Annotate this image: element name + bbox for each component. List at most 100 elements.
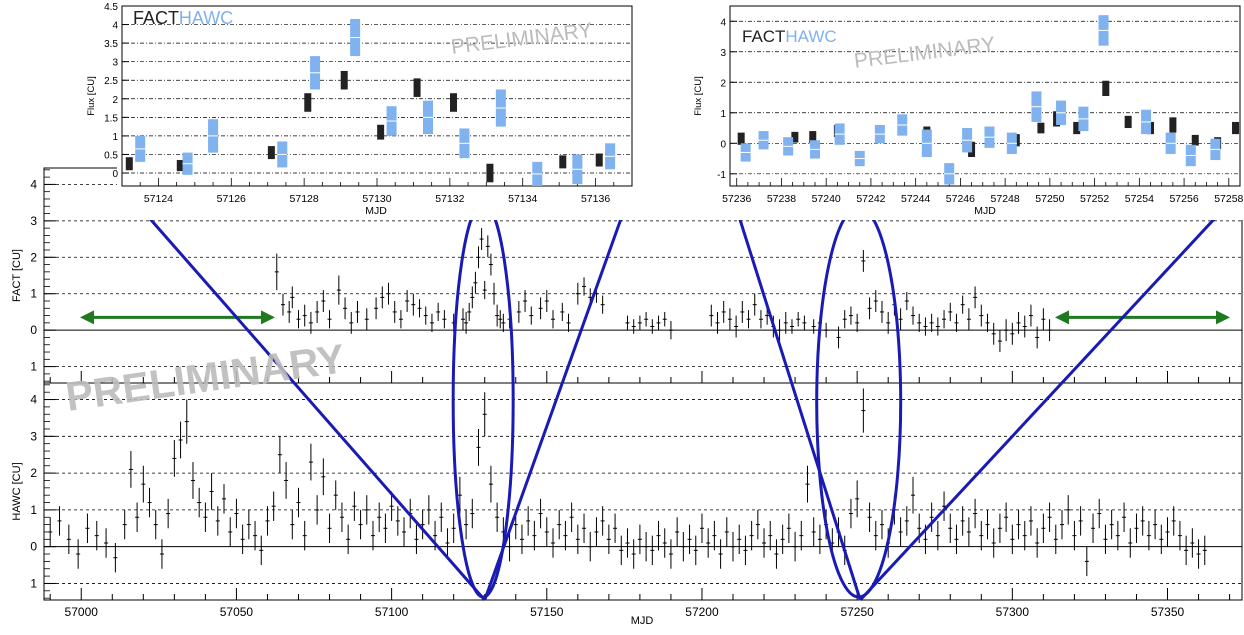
hawc-main-point <box>911 476 916 514</box>
inset-right-frame <box>729 5 1241 187</box>
inset-right-ytick-label: 1 <box>720 109 726 120</box>
inset-right-xtick-label: 57254 <box>1125 193 1154 205</box>
hawc-main-point <box>1041 513 1046 543</box>
range-arrow-head-right <box>261 310 275 325</box>
hawc-main-point <box>197 487 202 518</box>
fact-main-point <box>911 306 916 325</box>
hawc-main-ytick-label: 2 <box>30 466 37 480</box>
hawc-main-point <box>1004 502 1009 532</box>
hawc-main-point <box>172 440 177 477</box>
fact-main-point <box>473 271 478 294</box>
hawc-main-point <box>557 509 562 540</box>
fact-main-point <box>637 315 642 331</box>
inset-right-xtick-label: 57246 <box>946 193 975 205</box>
hawc-main-point <box>184 399 189 444</box>
inset-left-xtick-label: 57136 <box>581 193 610 205</box>
hawc-main-point <box>743 535 748 566</box>
inset-right-xtick-label: 57248 <box>991 193 1020 205</box>
hawc-main-point <box>364 495 369 525</box>
hawc-main-point <box>1059 509 1064 540</box>
hawc-main-point <box>488 465 493 503</box>
hawc-main-point <box>1109 509 1114 540</box>
hawc-main-point <box>414 524 419 555</box>
inset-right-xlabel: MJD <box>974 205 996 217</box>
fact-main-point <box>715 311 720 334</box>
inset-right-fact-box <box>1232 121 1240 135</box>
hawc-main-point <box>246 509 251 540</box>
inset-left-xtick-label: 57132 <box>435 193 464 205</box>
fact-main-point <box>796 311 801 327</box>
fact-main-point <box>280 293 285 316</box>
fact-main-point <box>811 319 816 334</box>
hawc-main-point <box>805 465 810 503</box>
hawc-main-point <box>1078 506 1083 536</box>
range-arrow-head-left <box>1055 310 1069 325</box>
zoom-line-right <box>483 187 634 601</box>
fact-main-point <box>1022 315 1027 338</box>
inset-left-xtick-label: 57128 <box>290 193 319 205</box>
hawc-main-point <box>600 506 605 536</box>
inset-left-ytick-label: 1.5 <box>104 113 118 124</box>
inset-right-ytick-label: 0 <box>720 139 726 150</box>
hawc-main-ytick-label: 3 <box>30 429 37 443</box>
fact-main-point <box>492 282 497 305</box>
hawc-main-point <box>749 520 754 551</box>
fact-main-point <box>734 315 739 338</box>
hawc-main-point <box>1097 498 1102 529</box>
hawc-main-xtick-label: 57300 <box>996 605 1030 619</box>
fact-main-point <box>485 235 490 258</box>
inset-left-ytick-label: 4 <box>112 21 118 32</box>
hawc-main-point <box>240 524 245 555</box>
hawc-main-point <box>699 513 704 543</box>
hawc-main-point <box>550 528 555 558</box>
hawc-main-point <box>948 513 953 543</box>
inset-left-ytick-label: 0 <box>112 169 118 180</box>
inset-left-fact-box <box>413 78 421 97</box>
fact-main-point <box>879 301 884 323</box>
hawc-main-point <box>178 421 183 459</box>
fact-main-ytick-label: 3 <box>30 214 37 228</box>
hawc-main-point <box>755 509 760 540</box>
hawc-main-point <box>997 513 1002 543</box>
hawc-main-point <box>1190 528 1195 558</box>
hawc-main-point <box>296 487 301 518</box>
hawc-main-point <box>644 531 649 562</box>
hawc-main-point <box>991 528 996 558</box>
hawc-main-point <box>402 517 407 547</box>
fact-main-point <box>973 286 978 309</box>
inset-right-xtick-label: 57250 <box>1035 193 1064 205</box>
hawc-main-point <box>675 517 680 547</box>
inset-right-background <box>697 0 1244 220</box>
fact-main-point <box>917 313 922 332</box>
fact-main-point <box>740 301 745 323</box>
fact-main-point <box>476 246 481 269</box>
fact-main-point <box>501 313 506 332</box>
fact-main-point <box>662 311 667 327</box>
inset-left-fact-box <box>176 160 184 172</box>
fact-main-point <box>364 308 369 331</box>
hawc-main-xlabel: MJD <box>631 615 654 627</box>
inset-right-fact-box <box>737 132 745 145</box>
inset-left-xlabel: MJD <box>365 205 387 217</box>
hawc-main-point <box>1091 513 1096 543</box>
inset-left-xtick-label: 57130 <box>362 193 391 205</box>
hawc-main-point <box>780 524 785 555</box>
fact-main-point <box>423 306 428 325</box>
fact-main-point <box>985 313 990 332</box>
hawc-main-point <box>383 513 388 543</box>
hawc-main-point <box>799 520 804 551</box>
inset-left-ylabel: Flux [CU] <box>86 76 97 116</box>
hawc-main-point <box>166 498 171 529</box>
hawc-main-point <box>333 480 338 510</box>
hawc-main-point <box>389 491 394 521</box>
inset-right-xtick-label: 57238 <box>767 193 796 205</box>
inset-right-ylabel: Flux [CU] <box>693 76 704 116</box>
inset-left-xtick-label: 57134 <box>508 193 537 205</box>
hawc-main-point <box>1010 524 1015 555</box>
fact-main-point <box>355 301 360 323</box>
fact-main-point <box>296 310 301 329</box>
hawc-main-point <box>855 480 860 518</box>
fact-main-point <box>398 310 403 329</box>
fact-main-point <box>802 315 807 331</box>
fact-main-point <box>498 310 503 329</box>
